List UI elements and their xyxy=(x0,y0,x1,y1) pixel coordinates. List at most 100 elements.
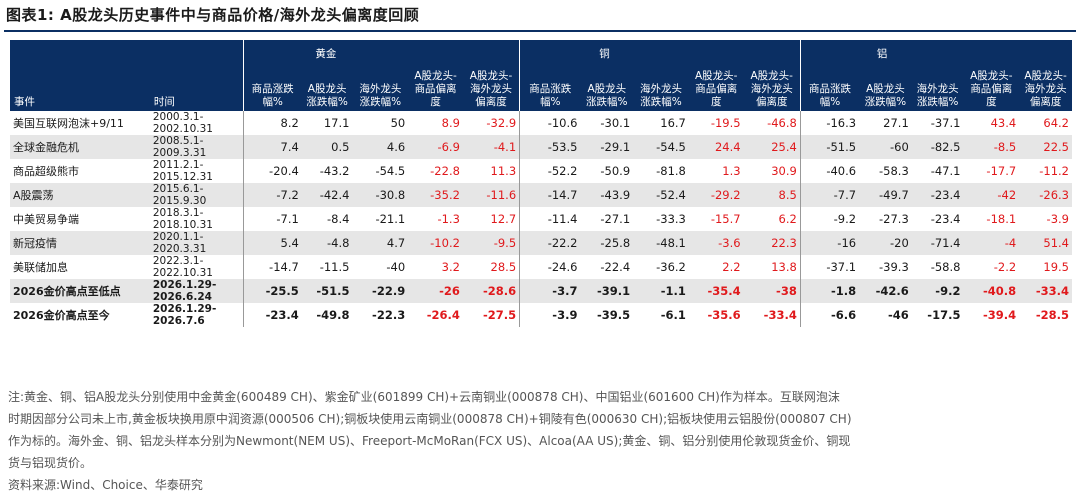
event-name: 新冠疫情 xyxy=(10,231,150,255)
gold-value-cell: -25.5 xyxy=(242,279,302,303)
copper-value-cell: -1.1 xyxy=(633,279,689,303)
table-row: 2026金价高点至低点 2026.1.29- 2026.6.24 -25.5 -51.5… xyxy=(10,279,1072,303)
gold-value-cell: 0.5 xyxy=(301,135,353,159)
aluminum-value-cell: 64.2 xyxy=(1043,116,1069,130)
copper-value-cell: -52.2 xyxy=(519,159,581,183)
aluminum-value-cell: -40.8 xyxy=(963,279,1020,303)
gold-value-cell: 4.7 xyxy=(352,231,409,255)
copper-value-cell: -53.5 xyxy=(519,135,581,159)
copper-value-cell: -11.4 xyxy=(519,207,581,231)
copper-value-cell: -22.4 xyxy=(600,260,631,274)
col-a-vs-overseas: A股龙头-海外龙头偏离度 xyxy=(462,68,520,111)
source-line: 资料来源:Wind、Choice、华泰研究 xyxy=(8,478,203,492)
copper-value-cell: -22.2 xyxy=(519,231,581,255)
copper-value-cell: -3.7 xyxy=(519,279,581,303)
gold-value-cell: -21.1 xyxy=(375,212,406,226)
copper-value-cell: -36.2 xyxy=(656,260,686,274)
aluminum-value-cell: -23.4 xyxy=(930,212,961,226)
copper-value-cell: -39.5 xyxy=(596,308,631,322)
col-a-share-change: A股龙头涨跌幅% xyxy=(859,68,912,111)
gold-value-cell: 50 xyxy=(390,116,406,130)
aluminum-value-cell: -82.5 xyxy=(911,135,964,159)
footnotes: 注:黄金、铜、铝A股龙头分别使用中金黄金(600489 CH)、紫金矿业(601… xyxy=(8,386,1074,496)
period-line: 2008.5.1- xyxy=(152,135,204,147)
gold-value-cell: 8.2 xyxy=(242,111,302,135)
gold-value-cell: -20.4 xyxy=(242,159,302,183)
aluminum-value-cell: -27.3 xyxy=(879,212,909,226)
group-copper-spacer xyxy=(688,40,801,68)
col-commodity-change: 商品涨跌幅% xyxy=(799,68,860,111)
gold-value-cell: -4.8 xyxy=(301,231,353,255)
copper-value-cell: -15.7 xyxy=(710,212,741,226)
gold-value-cell: 11.3 xyxy=(490,164,517,178)
period-line: 2018.10.31 xyxy=(152,219,213,231)
col-time-header: 时间 xyxy=(149,68,244,111)
copper-value-cell: -48.1 xyxy=(633,231,689,255)
copper-value-cell: -54.5 xyxy=(633,135,689,159)
chart-title: 图表1: A股龙头历史事件中与商品价格/海外龙头偏离度回顾 xyxy=(6,6,420,24)
gold-value-cell: -6.9 xyxy=(408,135,463,159)
aluminum-value-cell: -23.4 xyxy=(911,183,964,207)
period-line: 2009.3.31 xyxy=(152,147,207,159)
aluminum-value-cell: -71.4 xyxy=(911,231,964,255)
gold-value-cell: -35.2 xyxy=(408,183,463,207)
aluminum-value-cell: -37.1 xyxy=(930,116,961,130)
gold-value-cell: -51.5 xyxy=(301,279,353,303)
period-line: 2002.10.31 xyxy=(152,123,213,135)
aluminum-value-cell: 19.5 xyxy=(1043,260,1069,274)
gold-value-cell: -27.5 xyxy=(483,308,517,322)
aluminum-value-cell: 22.5 xyxy=(1019,135,1072,159)
period-line: 2026.1.29- xyxy=(152,303,217,315)
period-line: 2018.3.1- xyxy=(152,207,204,219)
col-commodity-change: 商品涨跌幅% xyxy=(519,68,581,111)
event-name: 中美贸易争端 xyxy=(13,213,79,226)
aluminum-value-cell: -37.1 xyxy=(799,255,860,279)
aluminum-value-cell: -46 xyxy=(888,308,909,322)
period-line: 2026.7.6 xyxy=(152,315,205,327)
gold-value-cell: -1.3 xyxy=(437,212,460,226)
period-line: 2022.3.1- xyxy=(152,255,204,267)
event-period: 2022.3.1- 2022.10.31 xyxy=(150,255,243,279)
group-copper-header: 铜 xyxy=(519,40,689,68)
period-line: 2015.12.31 xyxy=(152,171,213,183)
aluminum-value-cell: -2.2 xyxy=(993,260,1017,274)
gold-value-cell: -7.1 xyxy=(242,207,302,231)
aluminum-value-cell: -9.2 xyxy=(911,279,964,303)
col-overseas-change: 海外龙头涨跌幅% xyxy=(911,68,964,111)
col-overseas-change: 海外龙头涨跌幅% xyxy=(352,68,409,111)
copper-value-cell: -81.8 xyxy=(656,164,686,178)
event-period: 2020.1.1- 2020.3.31 xyxy=(149,231,244,255)
aluminum-value-cell: 51.4 xyxy=(1019,231,1072,255)
col-a-share-change: A股龙头涨跌幅% xyxy=(580,68,634,111)
aluminum-value-cell: -42 xyxy=(963,183,1020,207)
group-aluminum-spacer xyxy=(963,40,1072,68)
copper-value-cell: -38 xyxy=(743,279,801,303)
gold-value-cell: -11.6 xyxy=(462,183,520,207)
gold-value-cell: -9.5 xyxy=(462,231,520,255)
gold-value-cell: 8.9 xyxy=(441,116,460,130)
aluminum-value-cell: -20 xyxy=(859,231,912,255)
gold-value-cell: 28.5 xyxy=(490,260,517,274)
gold-value-cell: -26 xyxy=(408,279,463,303)
aluminum-value-cell: -7.7 xyxy=(799,183,860,207)
event-name: 美联储加息 xyxy=(13,261,68,274)
copper-value-cell: -25.8 xyxy=(580,231,634,255)
table-row: 美联储加息 2022.3.1- 2022.10.31 -14.7 -11.5 -40 3.2… xyxy=(10,255,1072,279)
copper-value-cell: -46.8 xyxy=(767,116,797,130)
event-name: 商品超级熊市 xyxy=(13,165,79,178)
copper-value-cell: -3.9 xyxy=(519,303,581,327)
col-a-vs-commodity: A股龙头-商品偏离度 xyxy=(408,68,463,111)
gold-value-cell: -22.9 xyxy=(352,279,409,303)
col-a-vs-overseas: A股龙头-海外龙头偏离度 xyxy=(743,68,801,111)
copper-value-cell: 8.5 xyxy=(743,183,801,207)
event-name: 全球金融危机 xyxy=(10,135,150,159)
copper-value-cell: -29.1 xyxy=(580,135,634,159)
copper-value-cell: -10.6 xyxy=(519,111,581,135)
col-a-share-change: A股龙头涨跌幅% xyxy=(301,68,353,111)
event-name: 2026金价高点至低点 xyxy=(10,279,150,303)
col-commodity-change: 商品涨跌幅% xyxy=(242,68,302,111)
gold-value-cell: -10.2 xyxy=(408,231,463,255)
copper-value-cell: 22.3 xyxy=(743,231,801,255)
table-row: 美国互联网泡沫+9/11 2000.3.1- 2002.10.31 8.2 17.1 50… xyxy=(10,111,1072,135)
aluminum-value-cell: -8.5 xyxy=(963,135,1020,159)
